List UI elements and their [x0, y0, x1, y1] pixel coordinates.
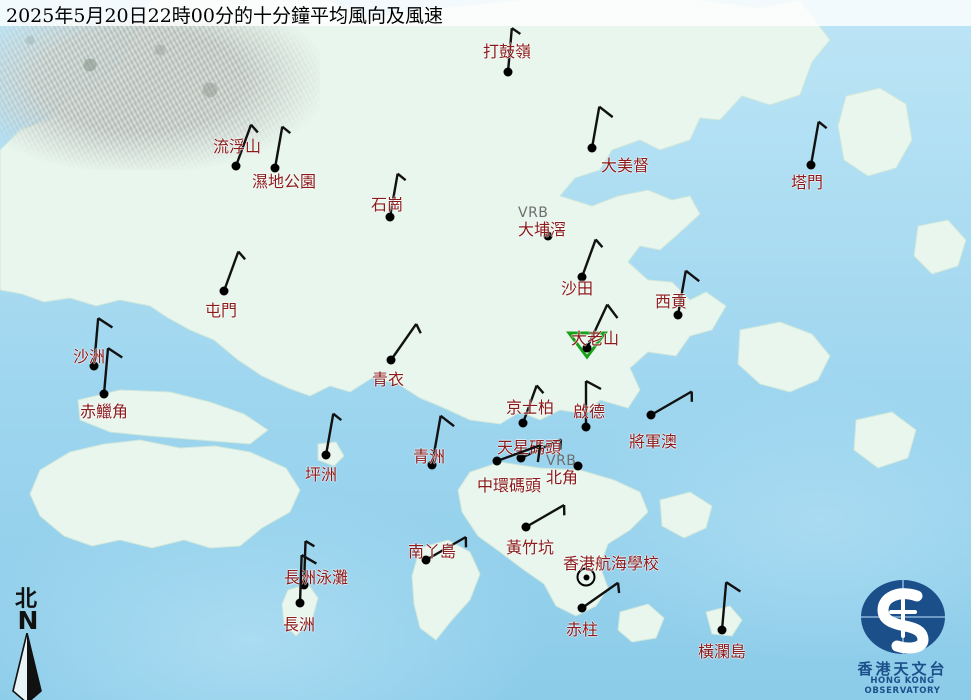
land-chek-lap-kok — [77, 389, 269, 445]
station-marker-dot — [543, 231, 553, 241]
north-arrow: 北 N — [6, 588, 58, 700]
station-name-label: 長洲 — [283, 615, 316, 634]
station-name-label: 大埔滘 — [518, 220, 567, 239]
north-label-cn: 北 — [14, 586, 37, 612]
station-name-label: 啟德 — [573, 402, 606, 421]
station-name-label: 南丫島 — [408, 542, 457, 561]
station-marker-dot — [270, 163, 280, 173]
station-marker-dot — [492, 456, 502, 466]
land-lantau — [29, 439, 301, 549]
station-marker-dot — [573, 461, 583, 471]
land-sai-kung-islands — [737, 321, 831, 393]
station-name-label: 將軍澳 — [629, 432, 678, 451]
station-marker-dot — [386, 355, 396, 365]
hko-logo: 香港天文台 HONG KONG OBSERVATORY — [840, 578, 965, 696]
station-name-label: 青衣 — [372, 370, 405, 389]
north-needle-icon — [12, 632, 42, 700]
station-name-label: 大老山 — [571, 329, 620, 348]
station-marker-dot — [299, 580, 309, 590]
station-marker-dot — [503, 67, 513, 77]
station-marker-dot — [521, 522, 531, 532]
land-mirs-bay-isles — [913, 219, 967, 275]
station-marker-dot — [587, 143, 597, 153]
station-name-label: 黃竹坑 — [506, 538, 555, 557]
station-marker-dot — [673, 310, 683, 320]
station-marker-dot — [577, 272, 587, 282]
station-name-label: 香港航海學校 — [563, 554, 660, 573]
station-marker-dot — [421, 555, 431, 565]
station-name-label: 橫瀾島 — [698, 642, 747, 661]
station-name-label: 京士柏 — [506, 398, 555, 417]
station-name-label: 中環碼頭 — [477, 476, 542, 495]
station-marker-dot — [518, 418, 528, 428]
station-name-label: 沙洲 — [73, 347, 106, 366]
land-cheung-chau — [281, 583, 319, 637]
station-name-label: 赤鱲角 — [80, 402, 129, 421]
variable-wind-label: VRB — [518, 205, 549, 221]
station-name-label: 西貢 — [655, 292, 688, 311]
station-name-label: 坪洲 — [305, 465, 338, 484]
hko-name-cn: 香港天文台 — [857, 659, 948, 678]
station-marker-dot — [231, 161, 241, 171]
station-marker-dot — [646, 410, 656, 420]
station-marker-dot — [581, 422, 591, 432]
station-name-label: 大美督 — [601, 156, 650, 175]
satellite-imagery-patch — [0, 20, 320, 170]
variable-wind-label: VRB — [546, 453, 577, 469]
station-name-label: 流浮山 — [213, 137, 262, 156]
station-name-label: 濕地公園 — [252, 172, 317, 191]
station-marker-dot — [717, 625, 727, 635]
station-name-label: 沙田 — [561, 279, 594, 298]
station-name-label: 北角 — [546, 468, 579, 487]
station-marker-dot — [295, 598, 305, 608]
north-label-en: N — [17, 606, 39, 635]
station-marker-dot — [427, 460, 437, 470]
station-name-label: 塔門 — [791, 173, 824, 192]
title-bar: 2025年5月20日22時00分的十分鐘平均風向及風速 — [0, 0, 971, 27]
station-marker-dot — [99, 389, 109, 399]
station-marker-dot — [577, 603, 587, 613]
hko-emblem-icon — [860, 579, 945, 654]
station-name-label: 赤柱 — [566, 620, 599, 639]
station-name-label: 長洲泳灘 — [284, 568, 349, 587]
station-marker-dot — [321, 450, 331, 460]
station-marker-dot — [582, 343, 592, 353]
hko-name-en: HONG KONG OBSERVATORY — [864, 676, 941, 696]
station-marker-dot — [806, 160, 816, 170]
station-name-label: 青洲 — [413, 447, 446, 466]
page-title: 2025年5月20日22時00分的十分鐘平均風向及風速 — [6, 5, 443, 27]
station-marker-dot — [385, 212, 395, 222]
land-east-isles — [853, 411, 917, 469]
station-marker-dot — [219, 286, 229, 296]
station-name-label: 屯門 — [205, 301, 238, 320]
land-po-toi — [617, 603, 665, 643]
land-tung-lung — [659, 491, 713, 539]
station-marker-dot — [89, 361, 99, 371]
land-tap-mun-area — [837, 87, 913, 177]
station-name-label: 打鼓嶺 — [483, 42, 532, 61]
station-name-label: 石崗 — [371, 195, 404, 214]
